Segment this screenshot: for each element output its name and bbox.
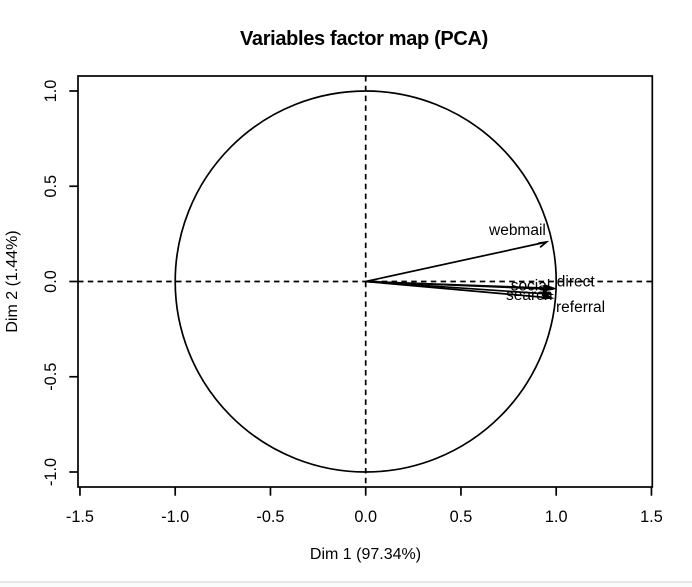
svg-text:referral: referral [556,299,605,316]
svg-text:Variables factor map (PCA): Variables factor map (PCA) [240,28,488,50]
svg-text:webmail: webmail [488,222,546,239]
svg-text:1.5: 1.5 [640,508,663,526]
svg-text:1.0: 1.0 [545,508,568,526]
svg-text:Dim 1 (97.34%): Dim 1 (97.34%) [310,546,421,563]
svg-text:search: search [506,287,553,304]
svg-text:-0.5: -0.5 [42,363,60,391]
svg-text:0.0: 0.0 [42,270,60,293]
svg-text:0.0: 0.0 [354,508,377,526]
svg-text:Dim 2 (1.44%): Dim 2 (1.44%) [4,230,21,332]
svg-text:direct: direct [557,274,596,291]
svg-text:0.5: 0.5 [42,175,60,198]
svg-text:-1.0: -1.0 [42,458,60,486]
svg-text:social: social [511,278,551,295]
svg-text:-1.5: -1.5 [66,508,94,526]
svg-text:0.5: 0.5 [450,508,473,526]
svg-text:-0.5: -0.5 [256,508,284,526]
svg-text:1.0: 1.0 [42,80,60,103]
svg-text:-1.0: -1.0 [161,508,189,526]
